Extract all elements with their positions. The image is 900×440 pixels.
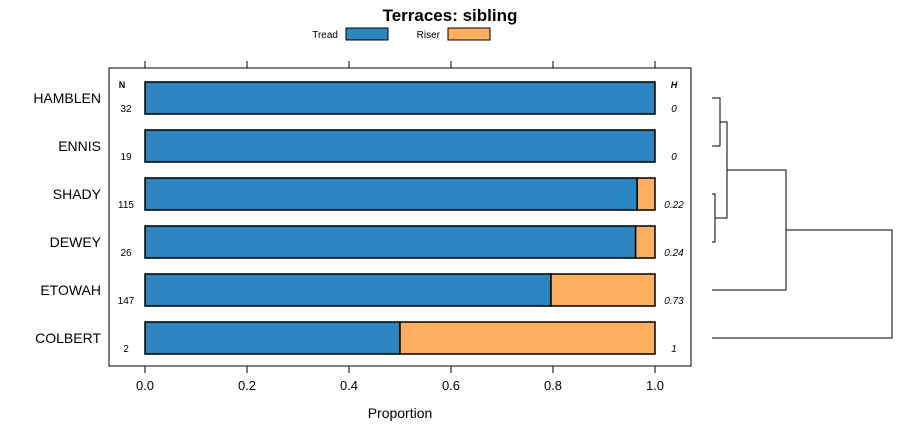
x-tick-label: 0.4 bbox=[340, 378, 358, 393]
dendrogram-link-with-etowah bbox=[712, 169, 787, 291]
bar-etowah-tread bbox=[144, 273, 552, 307]
n-value-ennis: 19 bbox=[120, 152, 132, 163]
h-column-header: H bbox=[671, 80, 678, 90]
bars-group bbox=[144, 81, 656, 355]
x-tick-label: 0.0 bbox=[136, 378, 154, 393]
legend-swatch-riser bbox=[447, 27, 491, 41]
category-label-ennis: ENNIS bbox=[58, 138, 101, 154]
legend-swatch-tread bbox=[345, 27, 389, 41]
x-tick-label: 0.2 bbox=[238, 378, 256, 393]
h-value-colbert: 1 bbox=[671, 344, 677, 355]
plot-frame bbox=[108, 67, 692, 367]
n-value-shady: 115 bbox=[118, 200, 134, 211]
axes-group: 0.0 0.2 0.4 0.6 0.8 1.0 bbox=[136, 61, 664, 393]
bar-shady-tread bbox=[144, 177, 638, 211]
bar-dewey-tread bbox=[144, 225, 637, 259]
legend-label-riser: Riser bbox=[417, 30, 441, 41]
bar-hamblen-tread bbox=[144, 81, 656, 115]
bar-shady-riser bbox=[636, 177, 656, 211]
x-tick-label: 0.8 bbox=[544, 378, 562, 393]
bar-etowah-riser bbox=[550, 273, 656, 307]
legend-label-tread: Tread bbox=[312, 30, 338, 41]
n-column-header: N bbox=[119, 80, 126, 90]
legend: Tread Riser bbox=[312, 27, 491, 41]
labels-group: HAMBLEN 32 0 ENNIS 19 0 SHADY 115 0.22 DEWEY 26 0.2… bbox=[33, 90, 684, 355]
h-value-etowah: 0.73 bbox=[664, 296, 684, 307]
h-value-shady: 0.22 bbox=[664, 200, 684, 211]
category-label-colbert: COLBERT bbox=[35, 330, 101, 346]
n-value-dewey: 26 bbox=[120, 248, 132, 259]
h-value-ennis: 0 bbox=[671, 152, 677, 163]
bar-colbert-tread bbox=[144, 321, 401, 355]
n-value-colbert: 2 bbox=[123, 344, 129, 355]
bar-colbert-riser bbox=[399, 321, 656, 355]
n-value-hamblen: 32 bbox=[120, 104, 132, 115]
h-value-dewey: 0.24 bbox=[664, 248, 684, 259]
category-label-etowah: ETOWAH bbox=[40, 282, 101, 298]
chart-title: Terraces: sibling bbox=[383, 6, 518, 25]
bar-dewey-riser bbox=[634, 225, 656, 259]
n-value-etowah: 147 bbox=[118, 296, 135, 307]
dendrogram-link-hamblen-ennis bbox=[712, 97, 721, 147]
category-label-dewey: DEWEY bbox=[50, 234, 102, 250]
dendrogram-link-shady-dewey bbox=[712, 193, 716, 243]
dendrogram bbox=[712, 97, 893, 339]
x-axis-title: Proportion bbox=[368, 405, 433, 421]
dendrogram-link-with-colbert bbox=[712, 229, 893, 339]
bar-ennis-tread bbox=[144, 129, 656, 163]
dendrogram-link-group-a bbox=[715, 121, 728, 219]
x-tick-label: 0.6 bbox=[442, 378, 460, 393]
category-label-hamblen: HAMBLEN bbox=[33, 90, 101, 106]
x-tick-label: 1.0 bbox=[646, 378, 664, 393]
h-value-hamblen: 0 bbox=[671, 104, 677, 115]
category-label-shady: SHADY bbox=[53, 186, 102, 202]
